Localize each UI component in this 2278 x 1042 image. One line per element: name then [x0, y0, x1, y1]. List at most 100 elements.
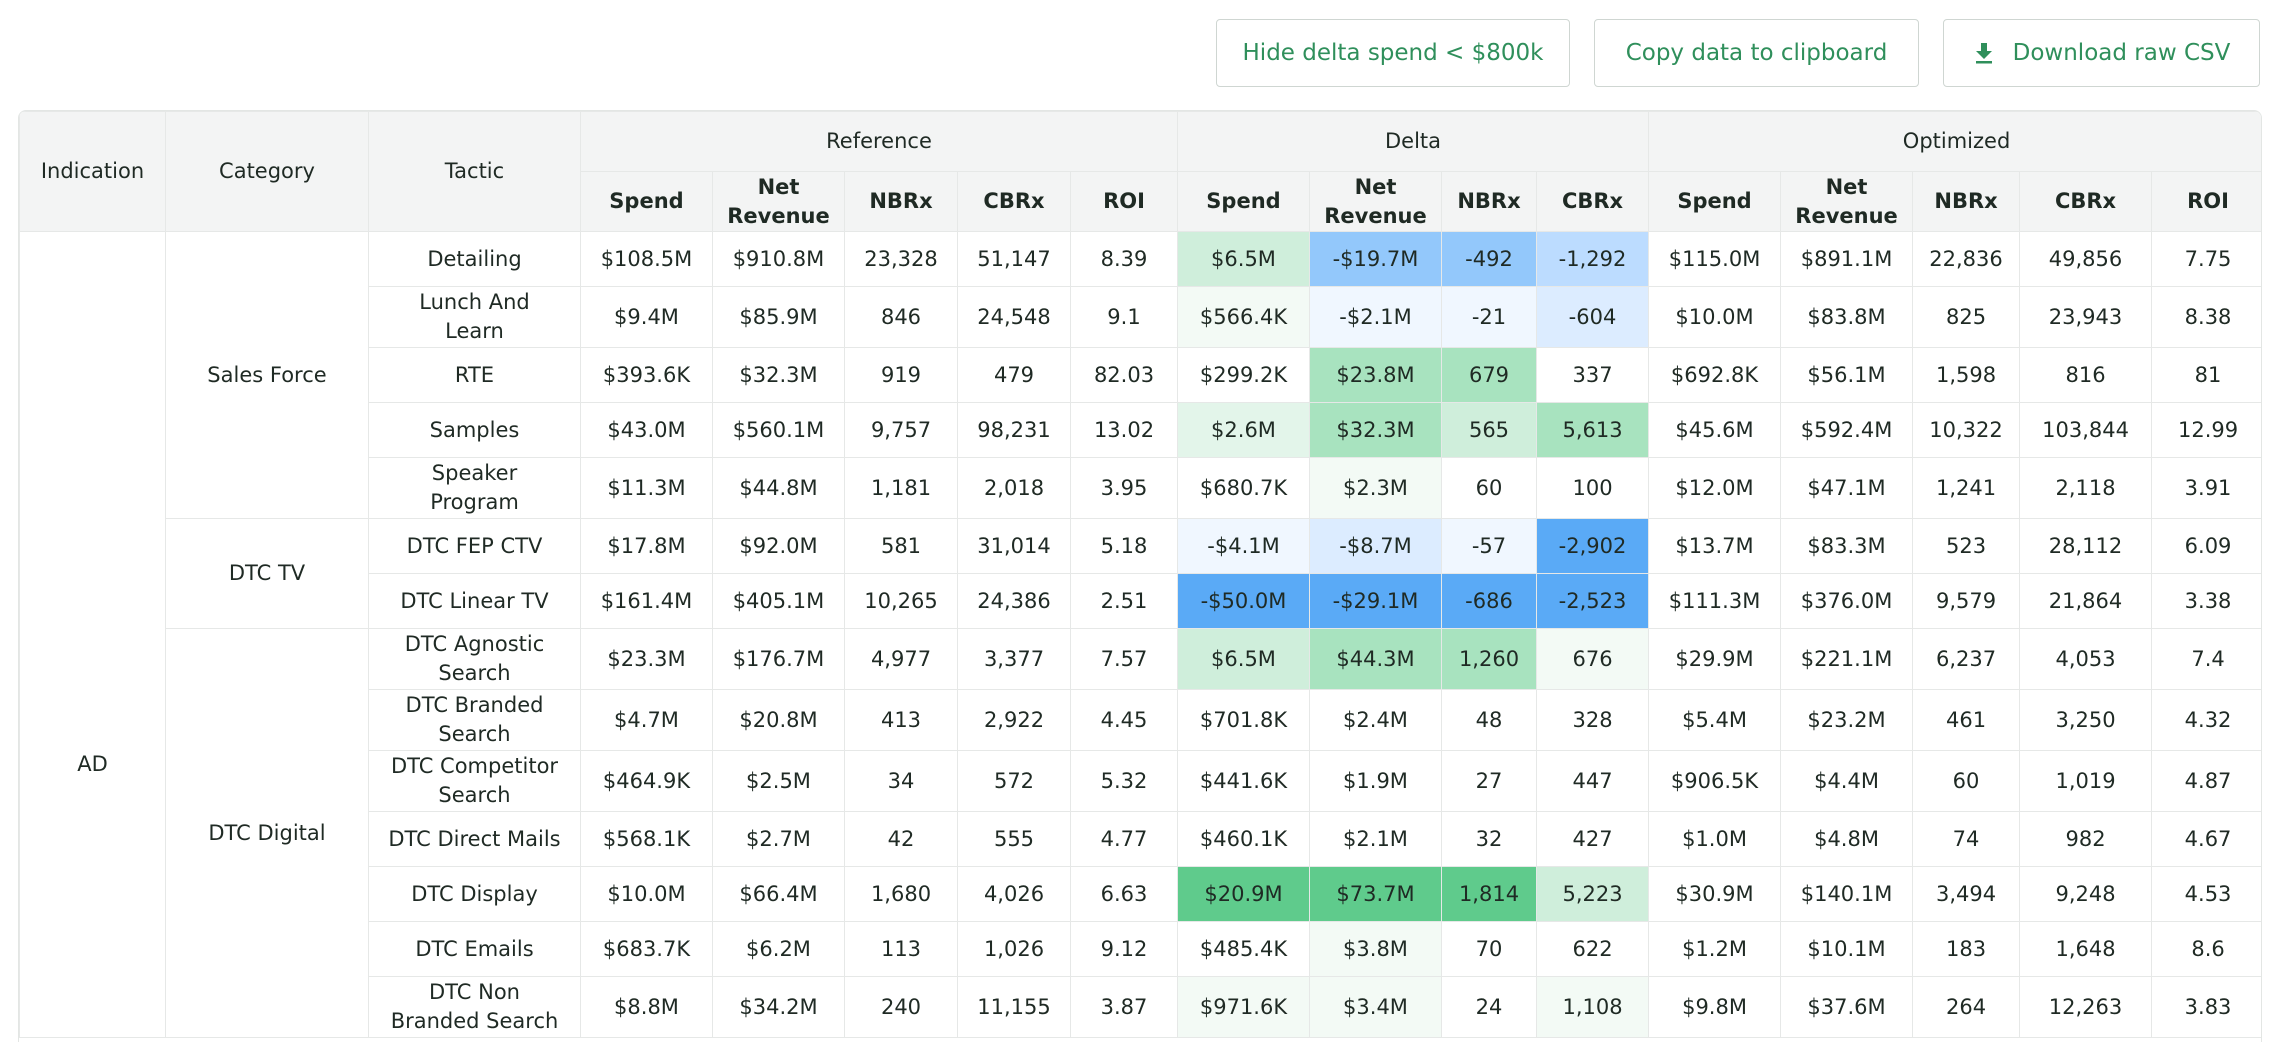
ref-cbrx-cell: 555	[957, 811, 1071, 867]
tactic-cell: DTC Display	[368, 866, 581, 922]
header-delta-spend: Spend	[1177, 171, 1310, 232]
delta-cbrx-cell: 622	[1535, 921, 1650, 977]
ref-cbrx-cell: 479	[957, 347, 1071, 403]
hide-delta-spend-label: Hide delta spend < $800k	[1242, 40, 1544, 66]
ref-roi-cell: 9.12	[1070, 921, 1178, 977]
delta-cbrx-cell: 676	[1535, 628, 1650, 690]
ref-roi-cell: 5.18	[1070, 518, 1178, 574]
ref-nbrx-cell: 34	[844, 750, 958, 812]
delta-cbrx-cell: -604	[1535, 286, 1650, 348]
copy-to-clipboard-button[interactable]: Copy data to clipboard	[1594, 19, 1919, 87]
delta-nbrx-cell: 60	[1441, 457, 1537, 519]
header-delta-cbrx: CBRx	[1535, 171, 1650, 232]
opt-nbrx-cell: 74	[1912, 811, 2021, 867]
ref-roi-cell: 9.1	[1070, 286, 1178, 348]
download-csv-button[interactable]: Download raw CSV	[1943, 19, 2260, 87]
opt-cbrx-cell: 4,053	[2019, 628, 2153, 690]
hide-delta-spend-button[interactable]: Hide delta spend < $800k	[1216, 19, 1570, 87]
opt-nbrx-cell: 60	[1912, 750, 2021, 812]
opt-net-revenue-cell: $83.8M	[1780, 286, 1914, 348]
table-row: DTC Display $10.0M $66.4M 1,680 4,026 6.63 $20…	[20, 866, 2261, 922]
ref-net-revenue-cell: $34.2M	[712, 976, 845, 1038]
delta-nbrx-cell: 1,260	[1441, 628, 1537, 690]
opt-spend-cell: $111.3M	[1648, 573, 1782, 629]
table-row: DTC Non Branded Search $8.8M $34.2M 240 11,1…	[20, 976, 2261, 1038]
ref-spend-cell: $23.3M	[580, 628, 713, 690]
delta-spend-cell: -$50.0M	[1177, 573, 1310, 629]
table-row: RTE $393.6K $32.3M 919 479 82.03 $299.2K $23.8M…	[20, 347, 2261, 403]
opt-net-revenue-cell: $83.3M	[1780, 518, 1914, 574]
delta-net-revenue-cell: -$2.1M	[1309, 286, 1442, 348]
opt-nbrx-cell: 183	[1912, 921, 2021, 977]
ref-net-revenue-cell: $85.9M	[712, 286, 845, 348]
header-group-optimized: Optimized	[1648, 111, 2261, 172]
header-ref-spend: Spend	[580, 171, 713, 232]
opt-cbrx-cell: 2,118	[2019, 457, 2153, 519]
opt-cbrx-cell: 21,864	[2019, 573, 2153, 629]
delta-net-revenue-cell: $2.1M	[1309, 811, 1442, 867]
ref-cbrx-cell: 572	[957, 750, 1071, 812]
table-row: DTC Linear TV $161.4M $405.1M 10,265 24,386 2…	[20, 573, 2261, 629]
opt-spend-cell: $9.8M	[1648, 976, 1782, 1038]
delta-cbrx-cell: -1,292	[1535, 231, 1650, 287]
delta-nbrx-cell: -57	[1441, 518, 1537, 574]
delta-net-revenue-cell: -$29.1M	[1309, 573, 1442, 629]
opt-roi-cell: 3.91	[2151, 457, 2261, 519]
opt-roi-cell: 8.38	[2151, 286, 2261, 348]
category-cell: DTC Digital	[165, 628, 369, 1038]
opt-nbrx-cell: 1,598	[1912, 347, 2021, 403]
ref-nbrx-cell: 113	[844, 921, 958, 977]
opt-net-revenue-cell: $891.1M	[1780, 231, 1914, 287]
ref-cbrx-cell: 4,026	[957, 866, 1071, 922]
opt-cbrx-cell: 12,263	[2019, 976, 2153, 1038]
ref-spend-cell: $108.5M	[580, 231, 713, 287]
delta-cbrx-cell: 100	[1535, 457, 1650, 519]
opt-net-revenue-cell: $37.6M	[1780, 976, 1914, 1038]
delta-net-revenue-cell: $73.7M	[1309, 866, 1442, 922]
delta-spend-cell: $2.6M	[1177, 402, 1310, 458]
ref-net-revenue-cell: $176.7M	[712, 628, 845, 690]
delta-spend-cell: $460.1K	[1177, 811, 1310, 867]
table-row: DTC Direct Mails $568.1K $2.7M 42 555 4.77 $46…	[20, 811, 2261, 867]
header-ref-cbrx: CBRx	[957, 171, 1071, 232]
ref-nbrx-cell: 846	[844, 286, 958, 348]
ref-roi-cell: 5.32	[1070, 750, 1178, 812]
ref-roi-cell: 3.87	[1070, 976, 1178, 1038]
indication-cell: AD	[19, 231, 166, 1038]
header-indication: Indication	[19, 111, 166, 232]
opt-net-revenue-cell: $47.1M	[1780, 457, 1914, 519]
delta-spend-cell: $701.8K	[1177, 689, 1310, 751]
ref-net-revenue-cell: $2.5M	[712, 750, 845, 812]
category-cell: DTC TV	[165, 518, 369, 629]
table-row: Samples $43.0M $560.1M 9,757 98,231 13.02 $2.6…	[20, 402, 2261, 458]
delta-net-revenue-cell: $44.3M	[1309, 628, 1442, 690]
tactic-cell: DTC Branded Search	[368, 689, 581, 751]
ref-net-revenue-cell: $20.8M	[712, 689, 845, 751]
tactic-cell: DTC Linear TV	[368, 573, 581, 629]
table-row: DTC TV DTC FEP CTV $17.8M $92.0M 581 31,014 5.…	[20, 518, 2261, 629]
header-delta-nbrx: NBRx	[1441, 171, 1537, 232]
delta-nbrx-cell: -686	[1441, 573, 1537, 629]
ref-net-revenue-cell: $405.1M	[712, 573, 845, 629]
delta-nbrx-cell: -21	[1441, 286, 1537, 348]
ref-roi-cell: 4.45	[1070, 689, 1178, 751]
opt-cbrx-cell: 23,943	[2019, 286, 2153, 348]
tactic-cell: RTE	[368, 347, 581, 403]
table-body: AD Sales Force Detailing $108.5M $910.8M 23,3…	[19, 231, 2261, 1038]
ref-cbrx-cell: 24,548	[957, 286, 1071, 348]
ref-nbrx-cell: 42	[844, 811, 958, 867]
delta-cbrx-cell: 328	[1535, 689, 1650, 751]
delta-cbrx-cell: -2,523	[1535, 573, 1650, 629]
opt-net-revenue-cell: $376.0M	[1780, 573, 1914, 629]
tactic-cell: DTC Non Branded Search	[368, 976, 581, 1038]
opt-cbrx-cell: 1,019	[2019, 750, 2153, 812]
opt-roi-cell: 3.83	[2151, 976, 2261, 1038]
tactic-cell: DTC FEP CTV	[368, 518, 581, 574]
ref-roi-cell: 2.51	[1070, 573, 1178, 629]
header-opt-nbrx: NBRx	[1912, 171, 2021, 232]
opt-spend-cell: $5.4M	[1648, 689, 1782, 751]
delta-cbrx-cell: -2,902	[1535, 518, 1650, 574]
opt-nbrx-cell: 3,494	[1912, 866, 2021, 922]
header-ref-roi: ROI	[1070, 171, 1178, 232]
opt-cbrx-cell: 103,844	[2019, 402, 2153, 458]
